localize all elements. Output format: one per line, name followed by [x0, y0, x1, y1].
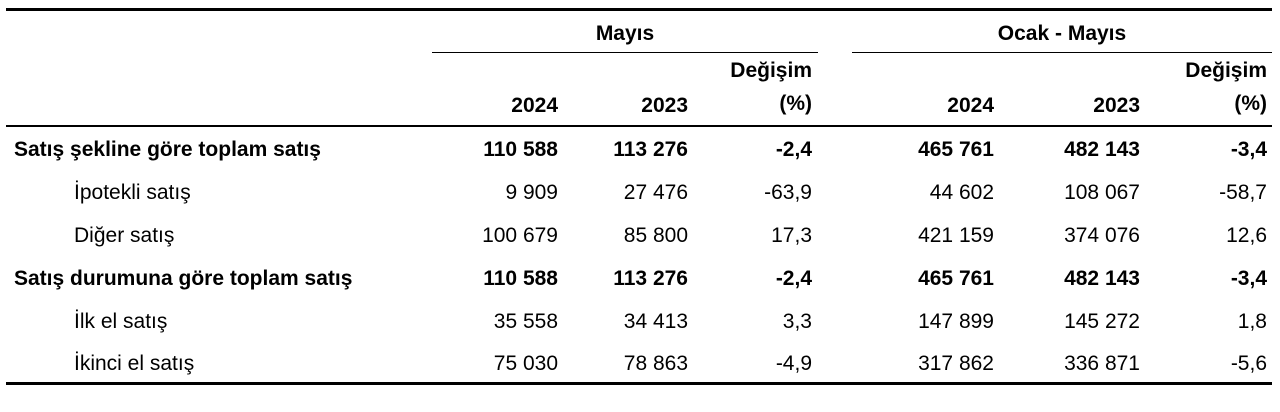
- row-label: İpotekli satış: [74, 181, 191, 204]
- cell-may-2024: 110 588: [483, 267, 558, 290]
- col-ytd-2024: 2024: [947, 94, 994, 117]
- cell-may-2024: 110 588: [483, 138, 558, 161]
- cell-may-change: 3,3: [782, 310, 812, 333]
- cell-ytd-2024: 421 159: [918, 224, 994, 247]
- cell-may-change: -2,4: [775, 267, 812, 290]
- bottom-border: [6, 382, 1272, 385]
- cell-ytd-2024: 317 862: [918, 352, 994, 375]
- cell-ytd-2023: 108 067: [1064, 181, 1140, 204]
- cell-may-2023: 27 476: [623, 181, 688, 204]
- group2-underline: [852, 52, 1272, 53]
- cell-may-2023: 34 413: [623, 310, 688, 333]
- group2-header: Ocak - Mayıs: [997, 22, 1127, 45]
- row-label: Satış şekline göre toplam satış: [14, 138, 321, 161]
- cell-may-2023: 113 276: [613, 138, 688, 161]
- cell-may-2023: 113 276: [613, 267, 688, 290]
- cell-ytd-2023: 374 076: [1064, 224, 1140, 247]
- cell-may-2024: 9 909: [505, 181, 558, 204]
- cell-ytd-change: -5,6: [1230, 352, 1267, 375]
- col-may-change-label: Değişim: [730, 59, 812, 82]
- cell-ytd-change: -3,4: [1230, 267, 1267, 290]
- cell-may-2024: 75 030: [493, 352, 558, 375]
- cell-may-2023: 85 800: [623, 224, 688, 247]
- col-ytd-change-unit: (%): [1234, 92, 1267, 115]
- cell-may-2024: 100 679: [482, 224, 558, 247]
- group1-header: Mayıs: [595, 22, 655, 45]
- cell-ytd-change: 1,8: [1237, 310, 1267, 333]
- row-label: İkinci el satış: [74, 352, 195, 375]
- header-bottom-border: [6, 125, 1272, 127]
- cell-may-change: 17,3: [771, 224, 812, 247]
- row-label: Diğer satış: [74, 224, 175, 247]
- col-may-2024: 2024: [511, 94, 558, 117]
- cell-ytd-2023: 482 143: [1064, 267, 1140, 290]
- group1-underline: [432, 52, 818, 53]
- row-label: İlk el satış: [74, 310, 168, 333]
- top-border: [6, 8, 1272, 11]
- col-may-change-unit: (%): [779, 92, 812, 115]
- cell-ytd-2023: 145 272: [1064, 310, 1140, 333]
- cell-ytd-2023: 336 871: [1064, 352, 1140, 375]
- cell-ytd-2024: 465 761: [918, 138, 994, 161]
- cell-ytd-2024: 147 899: [918, 310, 994, 333]
- cell-ytd-2024: 465 761: [918, 267, 994, 290]
- row-label: Satış durumuna göre toplam satış: [14, 267, 353, 290]
- cell-may-change: -4,9: [775, 352, 812, 375]
- col-may-2023: 2023: [641, 94, 688, 117]
- cell-may-change: -2,4: [775, 138, 812, 161]
- col-ytd-2023: 2023: [1093, 94, 1140, 117]
- cell-ytd-change: 12,6: [1226, 224, 1267, 247]
- cell-may-2023: 78 863: [623, 352, 688, 375]
- cell-ytd-2023: 482 143: [1064, 138, 1140, 161]
- cell-ytd-2024: 44 602: [929, 181, 994, 204]
- cell-may-change: -63,9: [764, 181, 812, 204]
- cell-may-2024: 35 558: [493, 310, 558, 333]
- cell-ytd-change: -58,7: [1219, 181, 1267, 204]
- col-ytd-change-label: Değişim: [1185, 59, 1267, 82]
- cell-ytd-change: -3,4: [1230, 138, 1267, 161]
